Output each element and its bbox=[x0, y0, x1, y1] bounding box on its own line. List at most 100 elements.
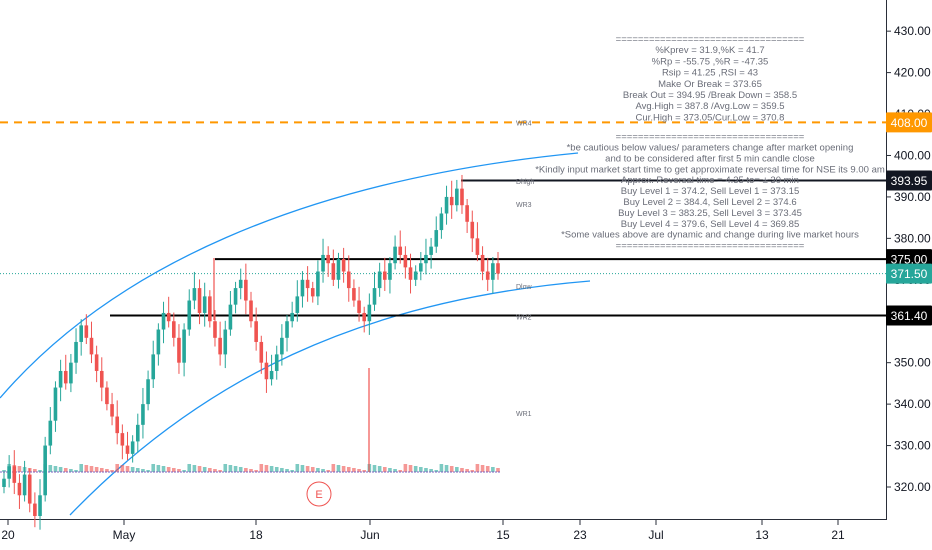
candle-body[interactable] bbox=[475, 238, 480, 255]
candle-body[interactable] bbox=[218, 337, 222, 355]
candle-body[interactable] bbox=[79, 325, 83, 342]
candle-body[interactable] bbox=[74, 341, 78, 363]
candle-body[interactable] bbox=[362, 312, 367, 322]
candle-body[interactable] bbox=[120, 433, 125, 446]
candle-body[interactable] bbox=[491, 263, 495, 280]
candle-body[interactable] bbox=[388, 263, 392, 280]
candle-body[interactable] bbox=[341, 259, 346, 272]
candlestick-series[interactable] bbox=[2, 174, 500, 530]
candle-body[interactable] bbox=[192, 288, 197, 301]
candle-body[interactable] bbox=[326, 254, 330, 264]
candle-body[interactable] bbox=[310, 288, 315, 297]
candle-body[interactable] bbox=[135, 424, 140, 442]
earnings-event-label[interactable]: E bbox=[315, 489, 322, 501]
candle-body[interactable] bbox=[300, 279, 305, 297]
candle-body[interactable] bbox=[346, 271, 351, 289]
candle-body[interactable] bbox=[352, 288, 356, 301]
candle-body[interactable] bbox=[223, 329, 228, 355]
candle-body[interactable] bbox=[58, 370, 63, 388]
candle-body[interactable] bbox=[465, 205, 469, 222]
candle-body[interactable] bbox=[249, 300, 253, 322]
candle-body[interactable] bbox=[177, 337, 181, 363]
candle-body[interactable] bbox=[208, 296, 212, 322]
candle-body[interactable] bbox=[182, 329, 186, 363]
candle-body[interactable] bbox=[290, 312, 294, 322]
candle-body[interactable] bbox=[2, 478, 6, 487]
candle-body[interactable] bbox=[305, 279, 310, 289]
candle-body[interactable] bbox=[460, 188, 464, 206]
candle-body[interactable] bbox=[377, 271, 382, 289]
candle-body[interactable] bbox=[336, 259, 341, 280]
candle-body[interactable] bbox=[17, 482, 22, 496]
candle-body[interactable] bbox=[331, 263, 336, 280]
candle-body[interactable] bbox=[470, 221, 475, 239]
candle-body[interactable] bbox=[141, 404, 145, 425]
candle-body[interactable] bbox=[357, 300, 361, 313]
candle-body[interactable] bbox=[429, 246, 433, 255]
candle-body[interactable] bbox=[7, 466, 11, 479]
candle-body[interactable] bbox=[110, 404, 114, 417]
candle-body[interactable] bbox=[38, 495, 42, 517]
candle-body[interactable] bbox=[69, 362, 73, 384]
candle-body[interactable] bbox=[321, 254, 325, 272]
candle-body[interactable] bbox=[22, 474, 27, 496]
candle-body[interactable] bbox=[48, 420, 53, 446]
candle-body[interactable] bbox=[264, 362, 269, 380]
candle-body[interactable] bbox=[172, 321, 176, 338]
candle-body[interactable] bbox=[43, 445, 47, 496]
candle-body[interactable] bbox=[280, 337, 284, 355]
candle-body[interactable] bbox=[228, 304, 233, 330]
candle-body[interactable] bbox=[166, 312, 171, 322]
candle-body[interactable] bbox=[115, 416, 120, 434]
event-marker[interactable]: E bbox=[306, 481, 332, 507]
candle-body[interactable] bbox=[455, 188, 459, 206]
candle-body[interactable] bbox=[84, 325, 89, 338]
candle-body[interactable] bbox=[413, 271, 418, 280]
candle-body[interactable] bbox=[213, 321, 217, 338]
candle-body[interactable] bbox=[187, 300, 192, 330]
candle-body[interactable] bbox=[156, 329, 161, 355]
time-axis[interactable]: 20 May 18 Jun 15 23 Jul 13 21 bbox=[1, 520, 845, 542]
candle-body[interactable] bbox=[295, 296, 300, 313]
candle-body[interactable] bbox=[161, 312, 166, 330]
candle-body[interactable] bbox=[244, 279, 248, 301]
candle-body[interactable] bbox=[285, 321, 289, 338]
candle-body[interactable] bbox=[393, 246, 397, 264]
candle-body[interactable] bbox=[259, 341, 264, 363]
candle-body[interactable] bbox=[233, 288, 238, 305]
earnings-event-circle[interactable] bbox=[306, 481, 332, 507]
candle-body[interactable] bbox=[99, 370, 104, 388]
candle-body[interactable] bbox=[444, 196, 449, 214]
candle-body[interactable] bbox=[130, 441, 135, 454]
candle-body[interactable] bbox=[398, 246, 403, 255]
candle-body[interactable] bbox=[238, 279, 243, 289]
candle-body[interactable] bbox=[151, 354, 156, 380]
candle-body[interactable] bbox=[424, 254, 428, 264]
candle-body[interactable] bbox=[94, 354, 99, 371]
candle-body[interactable] bbox=[105, 387, 109, 405]
candle-body[interactable] bbox=[434, 230, 439, 247]
candle-body[interactable] bbox=[449, 196, 454, 206]
candle-body[interactable] bbox=[33, 503, 37, 517]
candle-body[interactable] bbox=[254, 321, 258, 342]
candle-body[interactable] bbox=[12, 466, 17, 483]
candle-body[interactable] bbox=[197, 288, 202, 313]
candle-body[interactable] bbox=[274, 354, 279, 371]
candle-body[interactable] bbox=[53, 387, 58, 421]
candle-body[interactable] bbox=[63, 370, 68, 384]
candle-body[interactable] bbox=[202, 296, 207, 313]
candle-body[interactable] bbox=[485, 271, 490, 280]
candle-body[interactable] bbox=[496, 263, 500, 274]
candle-body[interactable] bbox=[146, 379, 150, 405]
candle-body[interactable] bbox=[316, 271, 320, 297]
candle-body[interactable] bbox=[372, 288, 377, 305]
candle-body[interactable] bbox=[382, 271, 387, 280]
candle-body[interactable] bbox=[480, 254, 485, 272]
candle-body[interactable] bbox=[27, 474, 32, 504]
candle-body[interactable] bbox=[269, 370, 274, 380]
candle-body[interactable] bbox=[367, 304, 372, 322]
candle-body[interactable] bbox=[403, 254, 408, 268]
candle-body[interactable] bbox=[408, 267, 413, 280]
candle-body[interactable] bbox=[439, 213, 444, 231]
